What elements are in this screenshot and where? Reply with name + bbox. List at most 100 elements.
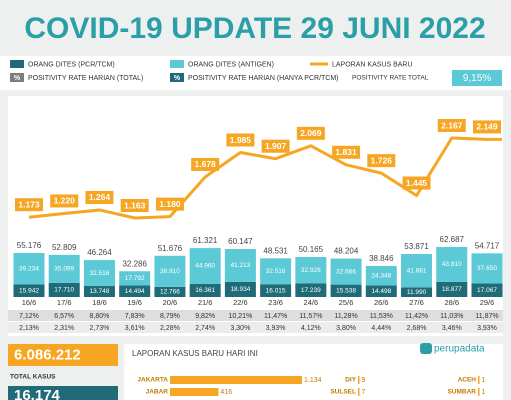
cases-label-box (261, 139, 290, 153)
report-value: 1 (482, 377, 486, 384)
positivity-value: 11,53% (370, 313, 393, 320)
second-box (8, 386, 118, 400)
total-label: 60.147 (228, 237, 253, 246)
bar-antigen (401, 254, 433, 288)
cases-label: 2.069 (300, 128, 322, 138)
bar-antigen (48, 254, 80, 283)
positivity-value: 4,44% (371, 325, 391, 332)
bar-pcr (436, 281, 468, 297)
x-tick-label: 17/6 (57, 298, 72, 307)
legend-swatch (10, 60, 24, 68)
cases-label-box (332, 145, 361, 159)
bar-pcr (83, 286, 115, 297)
total-label: 53.871 (404, 242, 429, 251)
legend-swatch (170, 60, 184, 68)
bar-antigen (260, 258, 292, 285)
province: JAKARTA (137, 377, 168, 384)
bar-antigen (471, 253, 503, 284)
bar-label: 18.877 (442, 286, 462, 293)
report-bar (478, 376, 480, 384)
positivity-value: 3,93% (266, 325, 286, 332)
total-label: 51.676 (158, 244, 183, 253)
bar-pcr (119, 285, 151, 297)
x-tick-label: 29/6 (480, 298, 495, 307)
x-tick-label: 26/6 (374, 298, 389, 307)
report-bar (170, 376, 302, 384)
cases-label: 1.831 (335, 147, 357, 157)
legend-icon: % (14, 75, 21, 82)
positivity-value: 10,21% (229, 313, 253, 320)
bar-pcr (224, 281, 256, 297)
bar-label: 41.881 (407, 267, 427, 274)
cases-label-box (120, 199, 149, 212)
cases-label-box (296, 126, 325, 140)
bar-label: 44.960 (195, 263, 215, 270)
legend-label: POSITIVITY RATE HARIAN (TOTAL) (28, 75, 143, 82)
total-cases-label: TOTAL KASUS (10, 374, 56, 381)
bar-pcr (260, 284, 292, 297)
bar-label: 14.498 (371, 288, 391, 295)
bar-label: 14.494 (125, 288, 145, 295)
positivity-value: 2,28% (160, 325, 180, 332)
x-tick-label: 23/6 (268, 298, 283, 307)
cases-label: 1.445 (406, 178, 428, 188)
total-label: 46.264 (87, 248, 112, 257)
bar-label: 32.926 (301, 267, 321, 274)
positivity-value: 6,57% (54, 313, 74, 320)
total-label: 38.846 (369, 254, 394, 263)
second-value: 16.174 (14, 387, 61, 400)
bar-label: 15.538 (336, 288, 356, 295)
positivity-value: 9,82% (195, 313, 215, 320)
legend-swatch (170, 73, 184, 82)
positivity-value: 3,46% (442, 325, 462, 332)
report-bar (358, 376, 360, 384)
bar-label: 39.234 (19, 265, 39, 272)
total-label: 61.321 (193, 236, 218, 245)
legend-label: ORANG DITES (ANTIGEN) (188, 61, 274, 68)
bar-label: 43.810 (442, 261, 462, 268)
bar-pcr (365, 285, 397, 297)
province: DIY (345, 377, 357, 384)
x-tick-label: 25/6 (339, 298, 354, 307)
report-value: 1.134 (304, 377, 322, 384)
positivity-value: 3,93% (477, 325, 497, 332)
positivity-value: 8,80% (90, 313, 110, 320)
bar-antigen (224, 249, 256, 282)
bar-pcr (295, 283, 327, 297)
bar-antigen (330, 258, 362, 285)
bar-label: 16.361 (195, 287, 215, 294)
bar-pcr (330, 284, 362, 297)
bar-label: 11.990 (407, 289, 427, 296)
cases-label: 1.726 (371, 155, 393, 165)
cases-label: 1.678 (195, 159, 217, 169)
bar-antigen (83, 260, 115, 287)
report-value: 9 (362, 377, 366, 384)
cases-label: 1.220 (54, 196, 76, 206)
bar-label: 24.348 (371, 272, 391, 279)
positivity-total-label: POSITIVITY RATE TOTAL (352, 75, 429, 82)
cases-label-box (367, 154, 396, 168)
title: COVID-19 UPDATE 29 JUNI 2022 (24, 12, 485, 45)
report-title: LAPORAN KASUS BARU HARI INI (132, 349, 258, 358)
cases-label-box (15, 198, 43, 212)
logo-mark (420, 343, 432, 354)
positivity-value: 3,61% (125, 325, 145, 332)
bar-antigen (295, 256, 327, 284)
report-bar (478, 388, 480, 396)
cases-label-box (50, 194, 79, 208)
bar-label: 41.213 (230, 262, 250, 269)
cases-line (28, 136, 502, 220)
positivity-value: 7,83% (125, 313, 145, 320)
bar-label: 17.067 (477, 287, 497, 294)
bar-pcr (401, 287, 433, 297)
total-label: 32.286 (122, 259, 147, 268)
bar-label: 17.792 (125, 275, 145, 282)
x-tick-label: 28/6 (444, 298, 459, 307)
legend-label: POSITIVITY RATE HARIAN (HANYA PCR/TCM) (188, 75, 339, 82)
legend-icon: % (174, 75, 181, 82)
total-label: 62.687 (440, 235, 465, 244)
total-label: 48.204 (334, 247, 359, 256)
bar-antigen (119, 271, 151, 286)
bar-label: 17.710 (54, 287, 74, 294)
